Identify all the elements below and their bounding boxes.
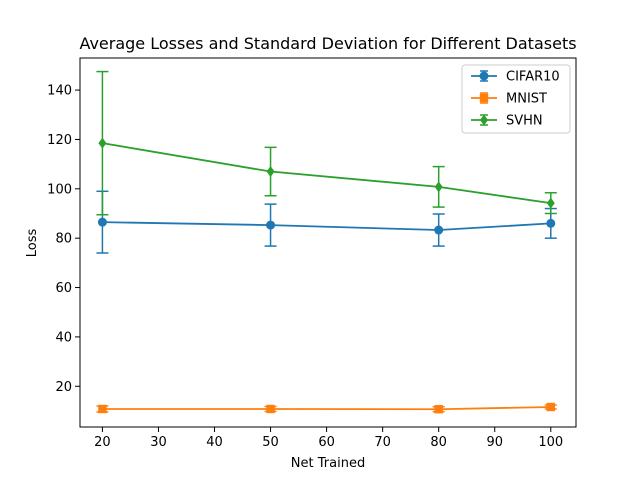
data-point (98, 404, 107, 414)
series-svhn (96, 70, 557, 216)
y-tick-label: 120 (47, 133, 72, 148)
y-tick-label: 80 (55, 232, 72, 247)
y-tick-label: 140 (47, 84, 72, 99)
x-tick-label: 30 (150, 435, 167, 450)
data-point (434, 405, 443, 414)
chart-title: Average Losses and Standard Deviation fo… (79, 34, 576, 53)
legend: CIFAR10 MNIST SVHN (461, 64, 571, 134)
legend-label: SVHN (506, 114, 543, 129)
x-tick-label: 100 (538, 435, 563, 450)
x-tick-label: 20 (94, 435, 111, 450)
legend-box (461, 64, 571, 134)
plot-frame (79, 57, 577, 428)
data-point (266, 404, 275, 414)
x-axis-label: Net Trained (291, 456, 365, 471)
data-point (266, 166, 275, 178)
legend-item-mnist: MNIST (471, 92, 547, 107)
x-tick-label: 90 (486, 435, 503, 450)
data-point (546, 218, 556, 228)
legend-label: CIFAR10 (506, 70, 560, 85)
legend-marker (479, 71, 489, 81)
x-tick-label: 40 (206, 435, 223, 450)
legend-marker (479, 93, 489, 103)
y-axis: 20 40 60 80 100 120 140 (47, 84, 80, 395)
y-tick-label: 100 (47, 182, 72, 197)
series-cifar10 (96, 190, 557, 254)
legend-item-svhn: SVHN (471, 114, 543, 129)
data-point (98, 137, 107, 149)
data-point (546, 402, 555, 412)
legend-marker (480, 114, 488, 126)
data-point (97, 217, 107, 227)
plot-area (96, 70, 557, 414)
data-point (546, 197, 555, 209)
series-line (102, 221, 551, 231)
y-tick-label: 20 (55, 380, 72, 395)
legend-label: MNIST (506, 92, 547, 107)
series-line (102, 406, 551, 411)
y-tick-label: 40 (55, 330, 72, 345)
x-tick-label: 70 (374, 435, 391, 450)
x-tick-label: 80 (430, 435, 447, 450)
x-axis: 20 30 40 50 60 70 80 90 100 (94, 427, 563, 450)
legend-item-cifar10: CIFAR10 (471, 70, 560, 85)
y-axis-label: Loss (25, 229, 40, 258)
series-mnist (96, 402, 557, 414)
data-point (434, 225, 444, 235)
x-tick-label: 50 (262, 435, 279, 450)
data-point (266, 220, 276, 230)
data-point (434, 181, 443, 193)
x-tick-label: 60 (318, 435, 335, 450)
series-line (102, 142, 551, 205)
y-tick-label: 60 (55, 281, 72, 296)
